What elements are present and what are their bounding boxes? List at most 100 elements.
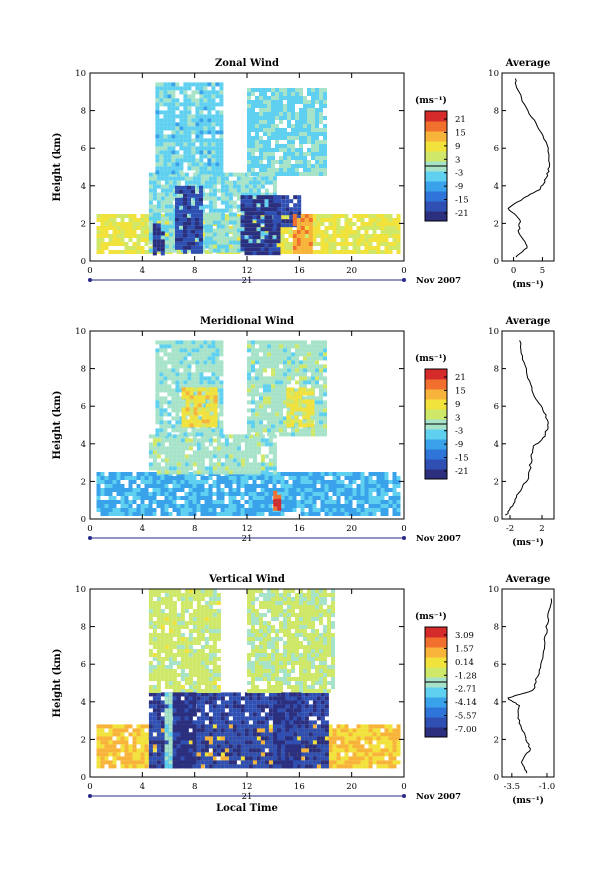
colorbar-tick-label: 21 xyxy=(455,373,466,383)
avg-y-tick-label: 2 xyxy=(494,735,499,745)
y-axis-label: Height (km) xyxy=(52,133,63,202)
colorbar-swatch xyxy=(425,171,447,182)
y-tick-label: 8 xyxy=(81,365,86,375)
avg-x-tick-label: 5 xyxy=(540,266,545,276)
colorbar-swatch xyxy=(425,469,447,480)
average-title: Average xyxy=(505,574,551,585)
y-tick-label: 0 xyxy=(81,257,86,267)
colorbar-swatch xyxy=(425,191,447,202)
avg-y-tick-label: 8 xyxy=(494,623,499,633)
average-unit: (ms⁻¹) xyxy=(512,279,544,290)
x-tick-label: 0 xyxy=(401,266,406,276)
day-bar-start xyxy=(88,278,92,282)
heatmap-region-4 xyxy=(181,387,218,428)
colorbar-tick-label: -15 xyxy=(455,196,469,206)
colorbar-swatch xyxy=(425,211,447,222)
y-tick-label: 6 xyxy=(81,660,86,670)
heatmap-region-5 xyxy=(273,692,302,769)
day-bar-start xyxy=(88,536,92,540)
colorbar: 21 15 9 3 -3 -9 -15 -21 xyxy=(424,368,469,480)
heatmap-region-4 xyxy=(152,223,165,256)
colorbar-swatch xyxy=(425,389,447,400)
y-tick-label: 0 xyxy=(81,773,86,783)
day-label: 21 xyxy=(242,276,253,286)
y-tick-label: 2 xyxy=(81,477,86,487)
day-bar-end xyxy=(402,794,406,798)
average-unit: (ms⁻¹) xyxy=(512,537,544,548)
x-tick-label: 0 xyxy=(87,524,92,534)
x-tick-label: 16 xyxy=(294,524,305,534)
heatmap xyxy=(96,589,401,769)
avg-y-tick-label: 4 xyxy=(494,698,499,708)
panel-title: Meridional Wind xyxy=(200,316,294,327)
heatmap xyxy=(96,82,401,256)
colorbar-swatch xyxy=(425,439,447,450)
day-bar-start xyxy=(88,794,92,798)
heatmap-region-6 xyxy=(240,195,281,256)
colorbar-swatch xyxy=(425,459,447,470)
y-tick-label: 0 xyxy=(81,515,86,525)
avg-y-tick-label: 0 xyxy=(494,773,499,783)
x-tick-label: 4 xyxy=(140,782,145,792)
x-tick-label: 0 xyxy=(87,782,92,792)
colorbar-swatch xyxy=(425,409,447,420)
average-line xyxy=(507,78,551,258)
avg-y-tick-label: 6 xyxy=(494,660,499,670)
x-tick-label: 12 xyxy=(242,782,253,792)
colorbar-tick-label: 3.09 xyxy=(455,631,474,641)
avg-y-tick-label: 2 xyxy=(494,477,499,487)
average-profile: Average 0 2 4 6 8 10 -2 2 (ms⁻¹) xyxy=(488,316,555,548)
y-tick-label: 2 xyxy=(81,219,86,229)
avg-y-tick-label: 4 xyxy=(494,182,499,192)
y-axis-label: Height (km) xyxy=(52,649,63,718)
average-frame xyxy=(501,330,555,520)
avg-y-tick-label: 10 xyxy=(488,327,499,337)
average-frame xyxy=(501,588,555,778)
date-label: Nov 2007 xyxy=(416,534,461,544)
x-axis-label: Local Time xyxy=(216,803,278,814)
colorbar-swatch xyxy=(425,667,447,678)
colorbar-swatch xyxy=(425,201,447,212)
heatmap-region-3 xyxy=(247,340,327,437)
y-tick-label: 4 xyxy=(81,698,86,708)
avg-y-tick-label: 8 xyxy=(494,365,499,375)
x-tick-label: 20 xyxy=(346,524,357,534)
colorbar-swatch xyxy=(425,121,447,132)
x-tick-label: 20 xyxy=(346,782,357,792)
x-tick-label: 4 xyxy=(140,524,145,534)
colorbar: 21 15 9 3 -3 -9 -15 -21 xyxy=(424,110,469,222)
colorbar-swatch xyxy=(425,697,447,708)
colorbar-tick-label: 15 xyxy=(455,386,466,396)
colorbar-tick-label: -3 xyxy=(455,427,463,437)
day-bar-end xyxy=(402,278,406,282)
colorbar-swatch xyxy=(425,627,447,638)
heatmap-region-4 xyxy=(168,692,197,769)
avg-y-tick-label: 8 xyxy=(494,107,499,117)
avg-y-tick-label: 4 xyxy=(494,440,499,450)
y-axis-label: Height (km) xyxy=(52,391,63,460)
colorbar-swatch xyxy=(425,399,447,410)
colorbar-tick-label: 1.57 xyxy=(455,644,474,654)
y-tick-label: 8 xyxy=(81,623,86,633)
colorbar-tick-label: 0.14 xyxy=(455,658,474,668)
x-tick-label: 8 xyxy=(192,524,197,534)
y-tick-label: 6 xyxy=(81,402,86,412)
avg-y-tick-label: 2 xyxy=(494,219,499,229)
colorbar-tick-label: -21 xyxy=(455,467,469,477)
avg-x-tick-label: -3.5 xyxy=(504,782,520,792)
x-tick-label: 12 xyxy=(242,266,253,276)
colorbar-swatch xyxy=(425,449,447,460)
avg-x-tick-label: 0 xyxy=(511,266,516,276)
heatmap-region-0 xyxy=(96,472,401,516)
colorbar-tick-label: 3 xyxy=(455,413,460,423)
colorbar-tick-label: -4.14 xyxy=(455,698,477,708)
day-label: 21 xyxy=(242,534,253,544)
average-unit: (ms⁻¹) xyxy=(512,795,544,806)
colorbar-swatch xyxy=(425,637,447,648)
date-label: Nov 2007 xyxy=(416,276,461,286)
y-tick-label: 10 xyxy=(75,327,86,337)
x-tick-label: 12 xyxy=(242,524,253,534)
